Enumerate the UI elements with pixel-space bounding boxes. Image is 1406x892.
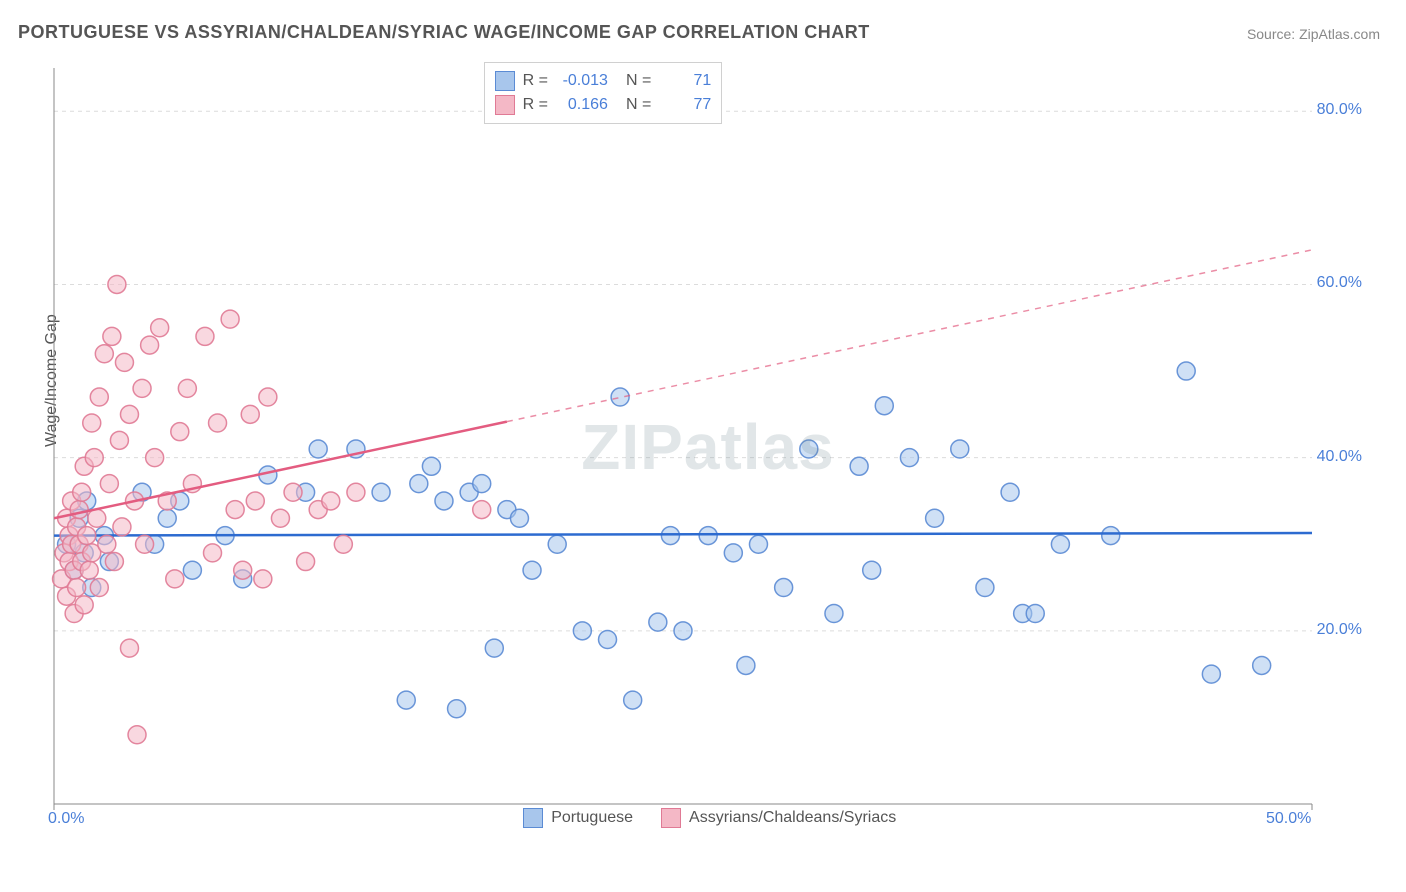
n-label: N = [626, 69, 651, 93]
legend-item: Assyrians/Chaldeans/Syriacs [661, 808, 896, 828]
r-label: R = [523, 93, 548, 117]
x-tick-label: 0.0% [48, 810, 84, 828]
r-value: -0.013 [556, 69, 608, 93]
chart-area: Wage/Income Gap ZIPatlas R =-0.013N =71R… [48, 62, 1368, 832]
stats-row: R = 0.166 N = 77 [495, 93, 712, 117]
scatter-plot [48, 62, 1368, 832]
stats-row: R = -0.013 N = 71 [495, 69, 712, 93]
y-tick-label: 40.0% [1317, 448, 1362, 466]
n-label: N = [626, 93, 651, 117]
legend-item: Portuguese [523, 808, 633, 828]
series-legend: Portuguese Assyrians/Chaldeans/Syriacs [523, 808, 896, 828]
legend-label: Portuguese [551, 809, 633, 827]
legend-label: Assyrians/Chaldeans/Syriacs [689, 809, 896, 827]
series-swatch [523, 808, 543, 828]
r-label: R = [523, 69, 548, 93]
series-swatch [661, 808, 681, 828]
series-swatch [495, 95, 515, 115]
n-value: 71 [659, 69, 711, 93]
y-tick-label: 20.0% [1317, 621, 1362, 639]
series-swatch [495, 71, 515, 91]
source-label: Source: ZipAtlas.com [1247, 26, 1380, 42]
y-tick-label: 60.0% [1317, 274, 1362, 292]
stats-legend-box: R = -0.013 N = 71 R = 0.166 N = 77 [484, 62, 723, 124]
x-tick-label: 50.0% [1266, 810, 1311, 828]
chart-title: PORTUGUESE VS ASSYRIAN/CHALDEAN/SYRIAC W… [18, 22, 870, 43]
n-value: 77 [659, 93, 711, 117]
r-value: 0.166 [556, 93, 608, 117]
y-tick-label: 80.0% [1317, 101, 1362, 119]
